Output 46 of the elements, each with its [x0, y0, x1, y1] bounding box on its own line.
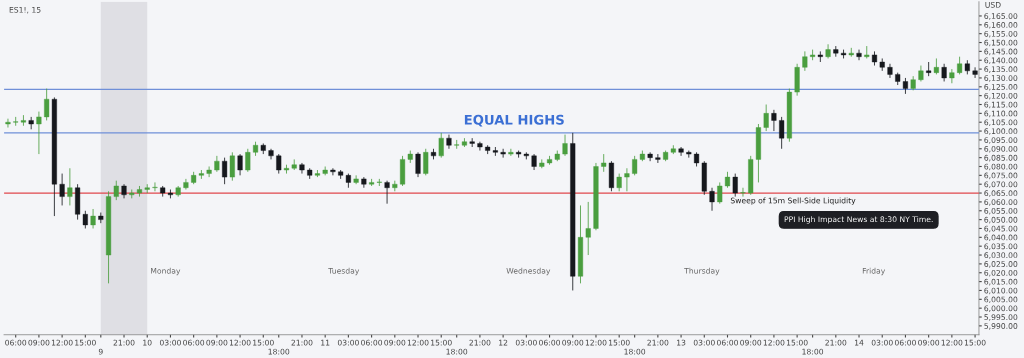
candlestick [330, 167, 336, 176]
candlestick [709, 187, 715, 212]
annotation: EQUAL HIGHS [464, 114, 564, 127]
candlestick [67, 167, 73, 206]
candlestick [740, 187, 746, 198]
candlestick [717, 182, 723, 205]
candlestick [585, 201, 591, 256]
candlestick [415, 151, 421, 178]
candlestick [732, 173, 738, 198]
candlestick [678, 146, 684, 157]
candlestick [206, 166, 212, 178]
candlestick [44, 88, 50, 121]
candlestick [384, 180, 390, 205]
candlestick [214, 155, 220, 173]
candlestick [771, 109, 777, 132]
candlestick [245, 148, 251, 173]
candlestick [276, 153, 282, 174]
candlestick [508, 148, 514, 157]
candlestick [237, 153, 243, 176]
candlestick [500, 148, 506, 159]
candlestick [229, 151, 235, 182]
candlestick [825, 43, 831, 59]
candlestick [5, 118, 11, 128]
candlestick [802, 50, 808, 72]
candlestick [222, 157, 228, 185]
candlestick [647, 151, 653, 162]
candlestick [423, 148, 429, 176]
candlestick [562, 134, 568, 157]
candlestick [887, 63, 893, 79]
candlestick [624, 167, 630, 192]
candlestick [353, 174, 359, 185]
candlestick [477, 141, 483, 151]
candlestick [864, 45, 870, 59]
candlestick [763, 104, 769, 132]
candlestick [949, 68, 955, 84]
candlestick [926, 61, 932, 77]
candlestick [36, 111, 42, 155]
candlestick [438, 132, 444, 159]
candlestick [152, 182, 158, 192]
candlestick [446, 134, 452, 150]
candlestick [59, 173, 65, 206]
candlestick [183, 178, 189, 190]
candlestick [779, 116, 785, 150]
candlestick [90, 208, 96, 229]
candlestick [655, 153, 661, 164]
candlestick [856, 49, 862, 61]
